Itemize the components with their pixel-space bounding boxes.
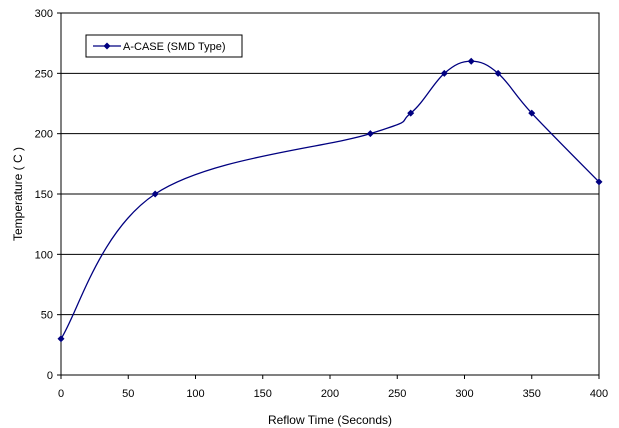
axes	[57, 12, 600, 379]
x-tick-label: 100	[186, 388, 204, 400]
data-point-marker	[494, 69, 502, 77]
x-tick-label: 150	[254, 388, 272, 400]
legend-label: A-CASE (SMD Type)	[123, 41, 226, 53]
legend-box	[85, 34, 243, 58]
x-tick-label: 50	[122, 388, 134, 400]
data-point-marker	[57, 335, 65, 343]
y-tick-label: 150	[35, 189, 53, 201]
x-tick-label: 200	[321, 388, 339, 400]
data-point-marker	[440, 69, 448, 77]
data-point-marker	[528, 109, 536, 117]
x-tick-label: 350	[523, 388, 541, 400]
y-tick-label: 300	[35, 8, 53, 20]
x-tick-label: 400	[590, 388, 608, 400]
y-tick-label: 50	[41, 310, 53, 322]
grid-lines	[61, 12, 599, 316]
data-point-marker	[595, 178, 603, 186]
legend-marker	[103, 42, 111, 50]
tick-labels: 0 50 100 150 200 250 300 0 50 100 150 200 250 300 350 4…	[35, 8, 609, 400]
y-axis-title: Temperature ( C )	[11, 147, 25, 241]
data-point-marker	[467, 57, 475, 65]
series-line	[60, 60, 600, 340]
y-tick-label: 100	[35, 249, 53, 261]
x-axis-title: Reflow Time (Seconds)	[268, 413, 392, 427]
series-layer	[57, 57, 603, 343]
x-tick-label: 250	[388, 388, 406, 400]
legend: A-CASE (SMD Type)	[85, 34, 243, 58]
data-point-marker	[151, 190, 159, 198]
y-tick-label: 200	[35, 129, 53, 141]
y-tick-label: 250	[35, 68, 53, 80]
data-point-marker	[407, 109, 415, 117]
x-tick-label: 0	[58, 388, 64, 400]
x-tick-label: 300	[455, 388, 473, 400]
y-tick-label: 0	[47, 370, 53, 382]
data-point-marker	[366, 130, 374, 138]
